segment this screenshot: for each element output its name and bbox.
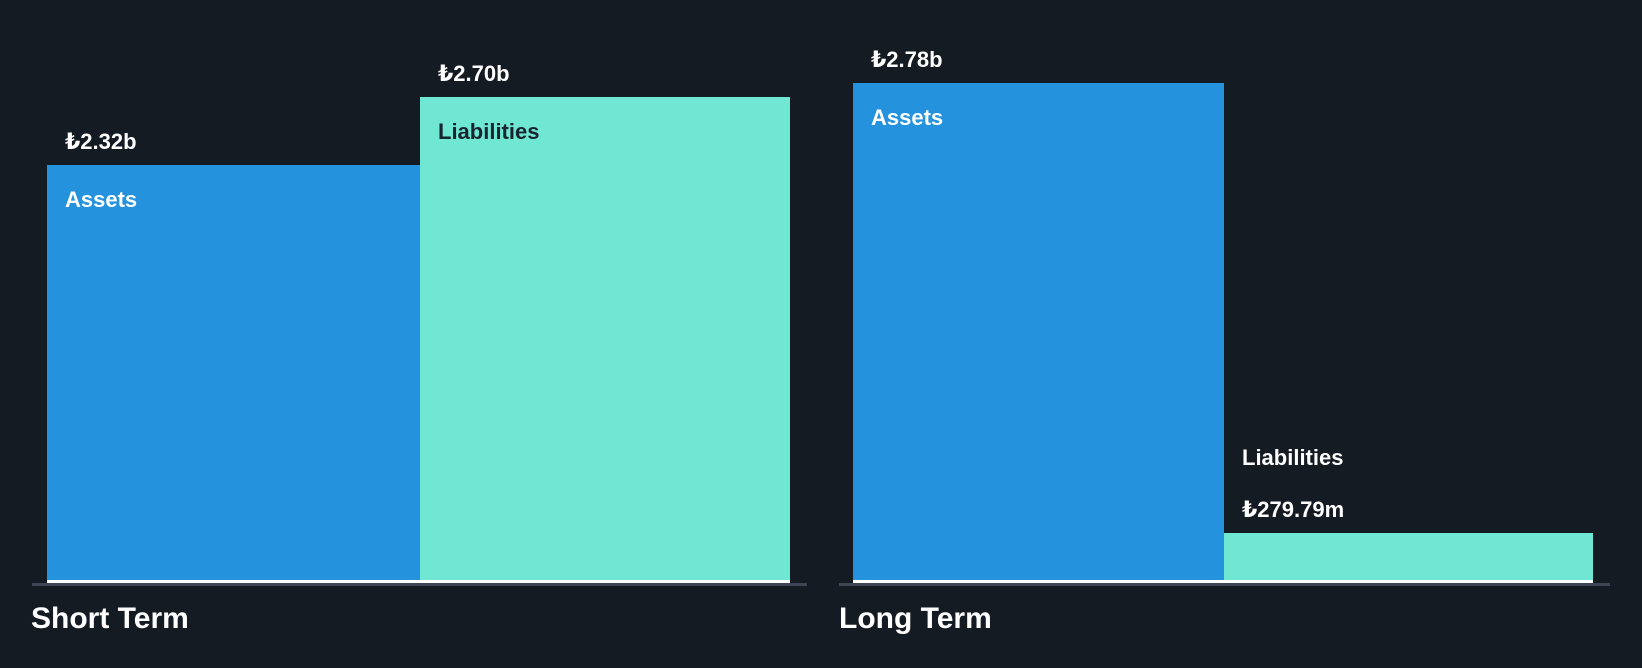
short-term-liabilities-label: Liabilities <box>438 119 540 144</box>
short-term-x-axis-line <box>32 583 807 586</box>
long-term-assets-bar[interactable] <box>853 82 1224 583</box>
long-term-x-axis-line <box>839 583 1610 586</box>
long-term-liabilities-label: Liabilities <box>1242 444 1344 470</box>
long-term-liabilities-value: ₺279.79m <box>1242 496 1345 522</box>
long-term-assets-label: Assets <box>871 104 944 130</box>
long-term-assets-value: ₺2.78b <box>871 46 943 72</box>
short-term-assets-label: Assets <box>65 187 138 213</box>
short-term-assets-value: ₺2.32b <box>65 129 137 155</box>
short-term-assets-bar[interactable] <box>47 165 420 583</box>
short-term-liabilities-bar[interactable] <box>420 97 790 583</box>
short-term-chart-title: Short Term <box>31 602 189 635</box>
long-term-chart-title: Long Term <box>839 602 992 635</box>
short-term-liabilities-value: ₺2.70b <box>438 61 510 86</box>
long-term-liabilities-bar[interactable] <box>1224 532 1593 583</box>
